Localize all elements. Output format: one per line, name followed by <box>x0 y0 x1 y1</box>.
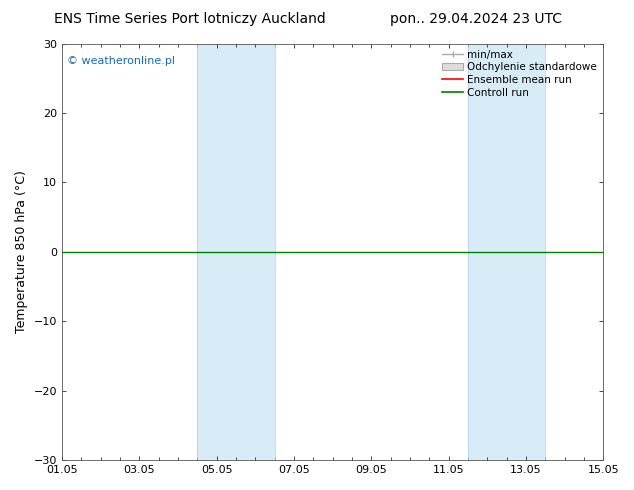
Text: pon.. 29.04.2024 23 UTC: pon.. 29.04.2024 23 UTC <box>389 12 562 26</box>
Bar <box>468 44 545 460</box>
Text: © weatheronline.pl: © weatheronline.pl <box>67 56 176 66</box>
Legend: min/max, Odchylenie standardowe, Ensemble mean run, Controll run: min/max, Odchylenie standardowe, Ensembl… <box>439 47 600 100</box>
Y-axis label: Temperature 850 hPa (°C): Temperature 850 hPa (°C) <box>15 171 28 333</box>
Text: ENS Time Series Port lotniczy Auckland: ENS Time Series Port lotniczy Auckland <box>55 12 326 26</box>
Bar <box>197 44 275 460</box>
